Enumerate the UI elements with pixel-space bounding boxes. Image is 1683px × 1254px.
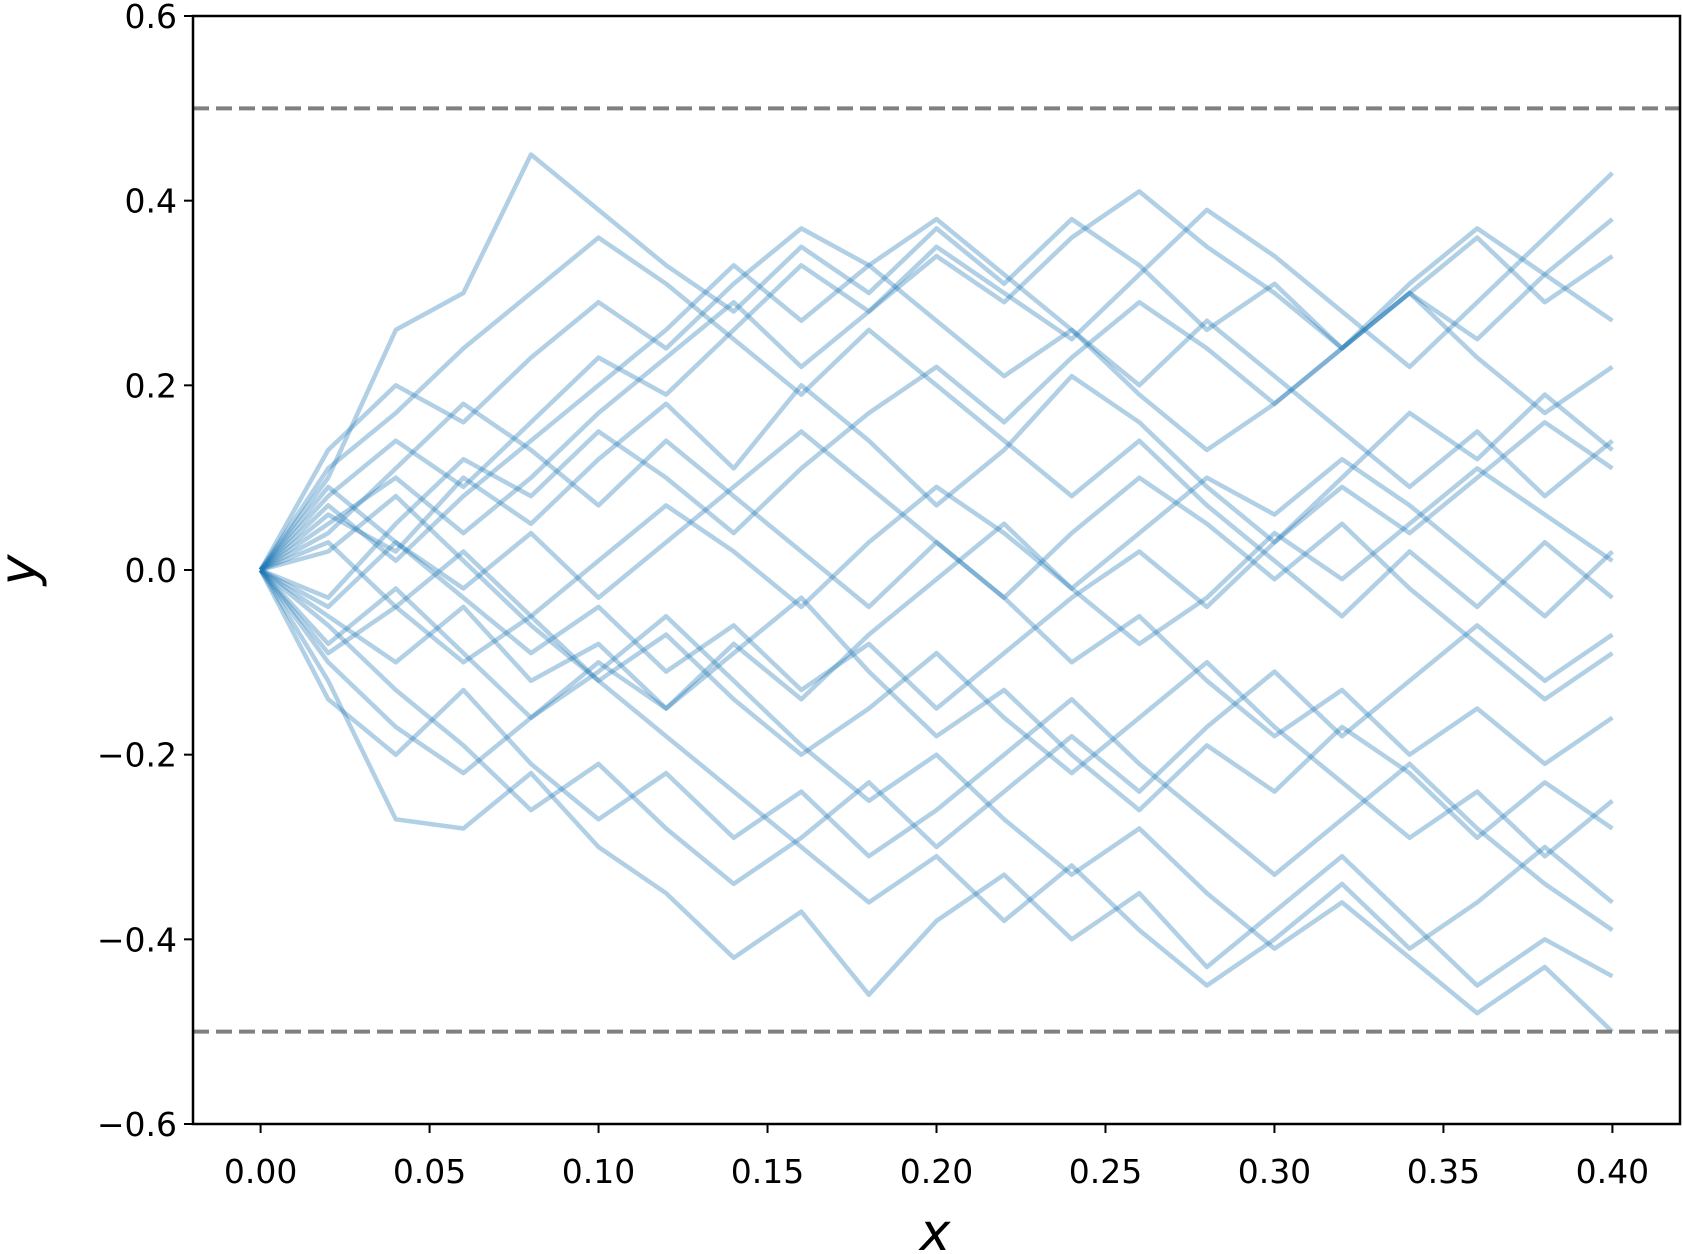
y-tick-label: 0.6 [125, 0, 177, 36]
walk-line [258, 152, 1614, 572]
x-tick-label: 0.30 [1238, 1152, 1311, 1191]
x-axis-label: x [918, 1203, 952, 1254]
walk-line [258, 171, 1614, 572]
x-tick-label: 0.40 [1576, 1152, 1649, 1191]
plot-frame [191, 14, 1682, 1126]
walk-line [259, 429, 1614, 702]
walk-line [259, 216, 1614, 572]
y-tick-label: 0.4 [125, 182, 177, 221]
walk-line [258, 235, 1614, 619]
walk-line [259, 189, 1614, 572]
x-tick-label: 0.00 [224, 1152, 297, 1191]
y-tick-label: −0.4 [97, 920, 177, 959]
y-tick-label: −0.6 [97, 1105, 177, 1144]
y-axis-label: y [0, 553, 49, 587]
walk-line [258, 568, 1614, 932]
x-tick-label: 0.25 [1069, 1152, 1142, 1191]
walk-line [258, 420, 1614, 711]
walk-line [259, 466, 1614, 647]
y-tick-label: 0.2 [125, 366, 177, 405]
walk-line [259, 568, 1614, 841]
walk-line [259, 568, 1614, 887]
x-tick-label: 0.35 [1407, 1152, 1480, 1191]
y-tick-label: 0.0 [125, 551, 177, 590]
walk-line [259, 373, 1614, 572]
x-tick-label: 0.05 [393, 1152, 466, 1191]
walk-line [260, 493, 1614, 859]
walk-line [258, 456, 1614, 776]
walk-line [259, 217, 1614, 600]
x-tick-label: 0.10 [562, 1152, 635, 1191]
walk-line [259, 401, 1614, 767]
walk-line [258, 226, 1614, 572]
x-tick-label: 0.20 [900, 1152, 973, 1191]
walk-line [258, 568, 1614, 1034]
walk-line [258, 568, 1614, 988]
y-tick-label: −0.2 [97, 736, 177, 775]
x-tick-label: 0.15 [731, 1152, 804, 1191]
walk-line [258, 568, 1614, 997]
